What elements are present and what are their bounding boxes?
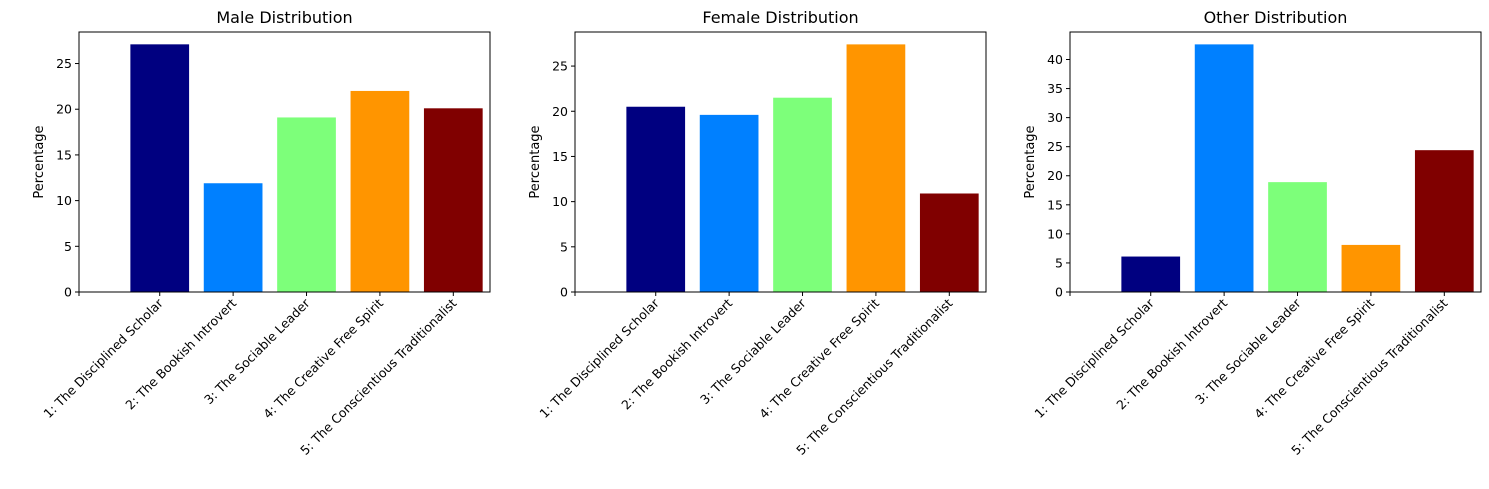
x-tick-label: 4: The Creative Free Spirit [1251,295,1377,421]
bar-1 [130,44,190,292]
y-axis-label: Percentage [1023,125,1038,198]
y-tick-label: 0 [1055,285,1063,300]
bar-5 [423,108,483,292]
y-tick-label: 10 [56,193,72,208]
y-tick-label: 15 [552,149,568,164]
y-tick-label: 25 [552,59,568,74]
y-tick-label: 0 [560,285,568,300]
bar-3 [773,97,832,293]
bar-1 [1121,256,1181,292]
bar-5 [1414,150,1474,292]
y-tick-label: 20 [1047,168,1063,183]
y-tick-label: 30 [1047,110,1063,125]
chart-title: Male Distribution [216,8,352,27]
bar-4 [846,44,906,292]
y-tick-label: 25 [1047,139,1063,154]
bar-2 [203,183,263,292]
y-tick-label: 15 [1047,197,1063,212]
y-tick-label: 0 [64,285,72,300]
y-tick-label: 40 [1047,52,1063,67]
subplot-3: 0 5 10 15 20 25 30 35 40 1: The Disciplined Schol… [1023,8,1482,458]
y-tick-label: 20 [552,104,568,119]
y-tick-label: 20 [56,102,72,117]
bar-1 [626,106,686,292]
chart-title: Other Distribution [1204,8,1348,27]
y-tick-label: 5 [64,239,72,254]
x-tick-label: 1: The Disciplined Scholar [536,295,662,421]
y-axis-label: Percentage [528,125,543,198]
bar-4 [1341,244,1401,292]
bar-4 [350,90,410,292]
x-tick-label: 5: The Conscientious Traditionalist [297,295,459,457]
bar-2 [1194,44,1254,292]
y-tick-label: 10 [1047,226,1063,241]
y-tick-label: 15 [56,147,72,162]
bar-3 [277,117,336,293]
bar-5 [919,193,979,292]
y-tick-label: 10 [552,194,568,209]
x-tick-label: 5: The Conscientious Traditionalist [1288,295,1450,457]
plot-frame [1069,31,1482,293]
x-tick-label: 1: The Disciplined Scholar [40,295,166,421]
plot-frame [78,31,491,293]
bar-2 [699,114,759,292]
y-tick-label: 5 [560,239,568,254]
plot-frame [574,31,987,293]
x-tick-label: 1: The Disciplined Scholar [1031,295,1157,421]
x-tick-label: 4: The Creative Free Spirit [756,295,882,421]
y-tick-label: 5 [1055,255,1063,270]
bar-3 [1268,182,1327,292]
y-tick-label: 25 [56,56,72,71]
y-axis-label: Percentage [32,125,47,198]
x-tick-label: 5: The Conscientious Traditionalist [793,295,955,457]
y-tick-label: 35 [1047,81,1063,96]
x-tick-label: 4: The Creative Free Spirit [260,295,386,421]
chart-title: Female Distribution [702,8,858,27]
